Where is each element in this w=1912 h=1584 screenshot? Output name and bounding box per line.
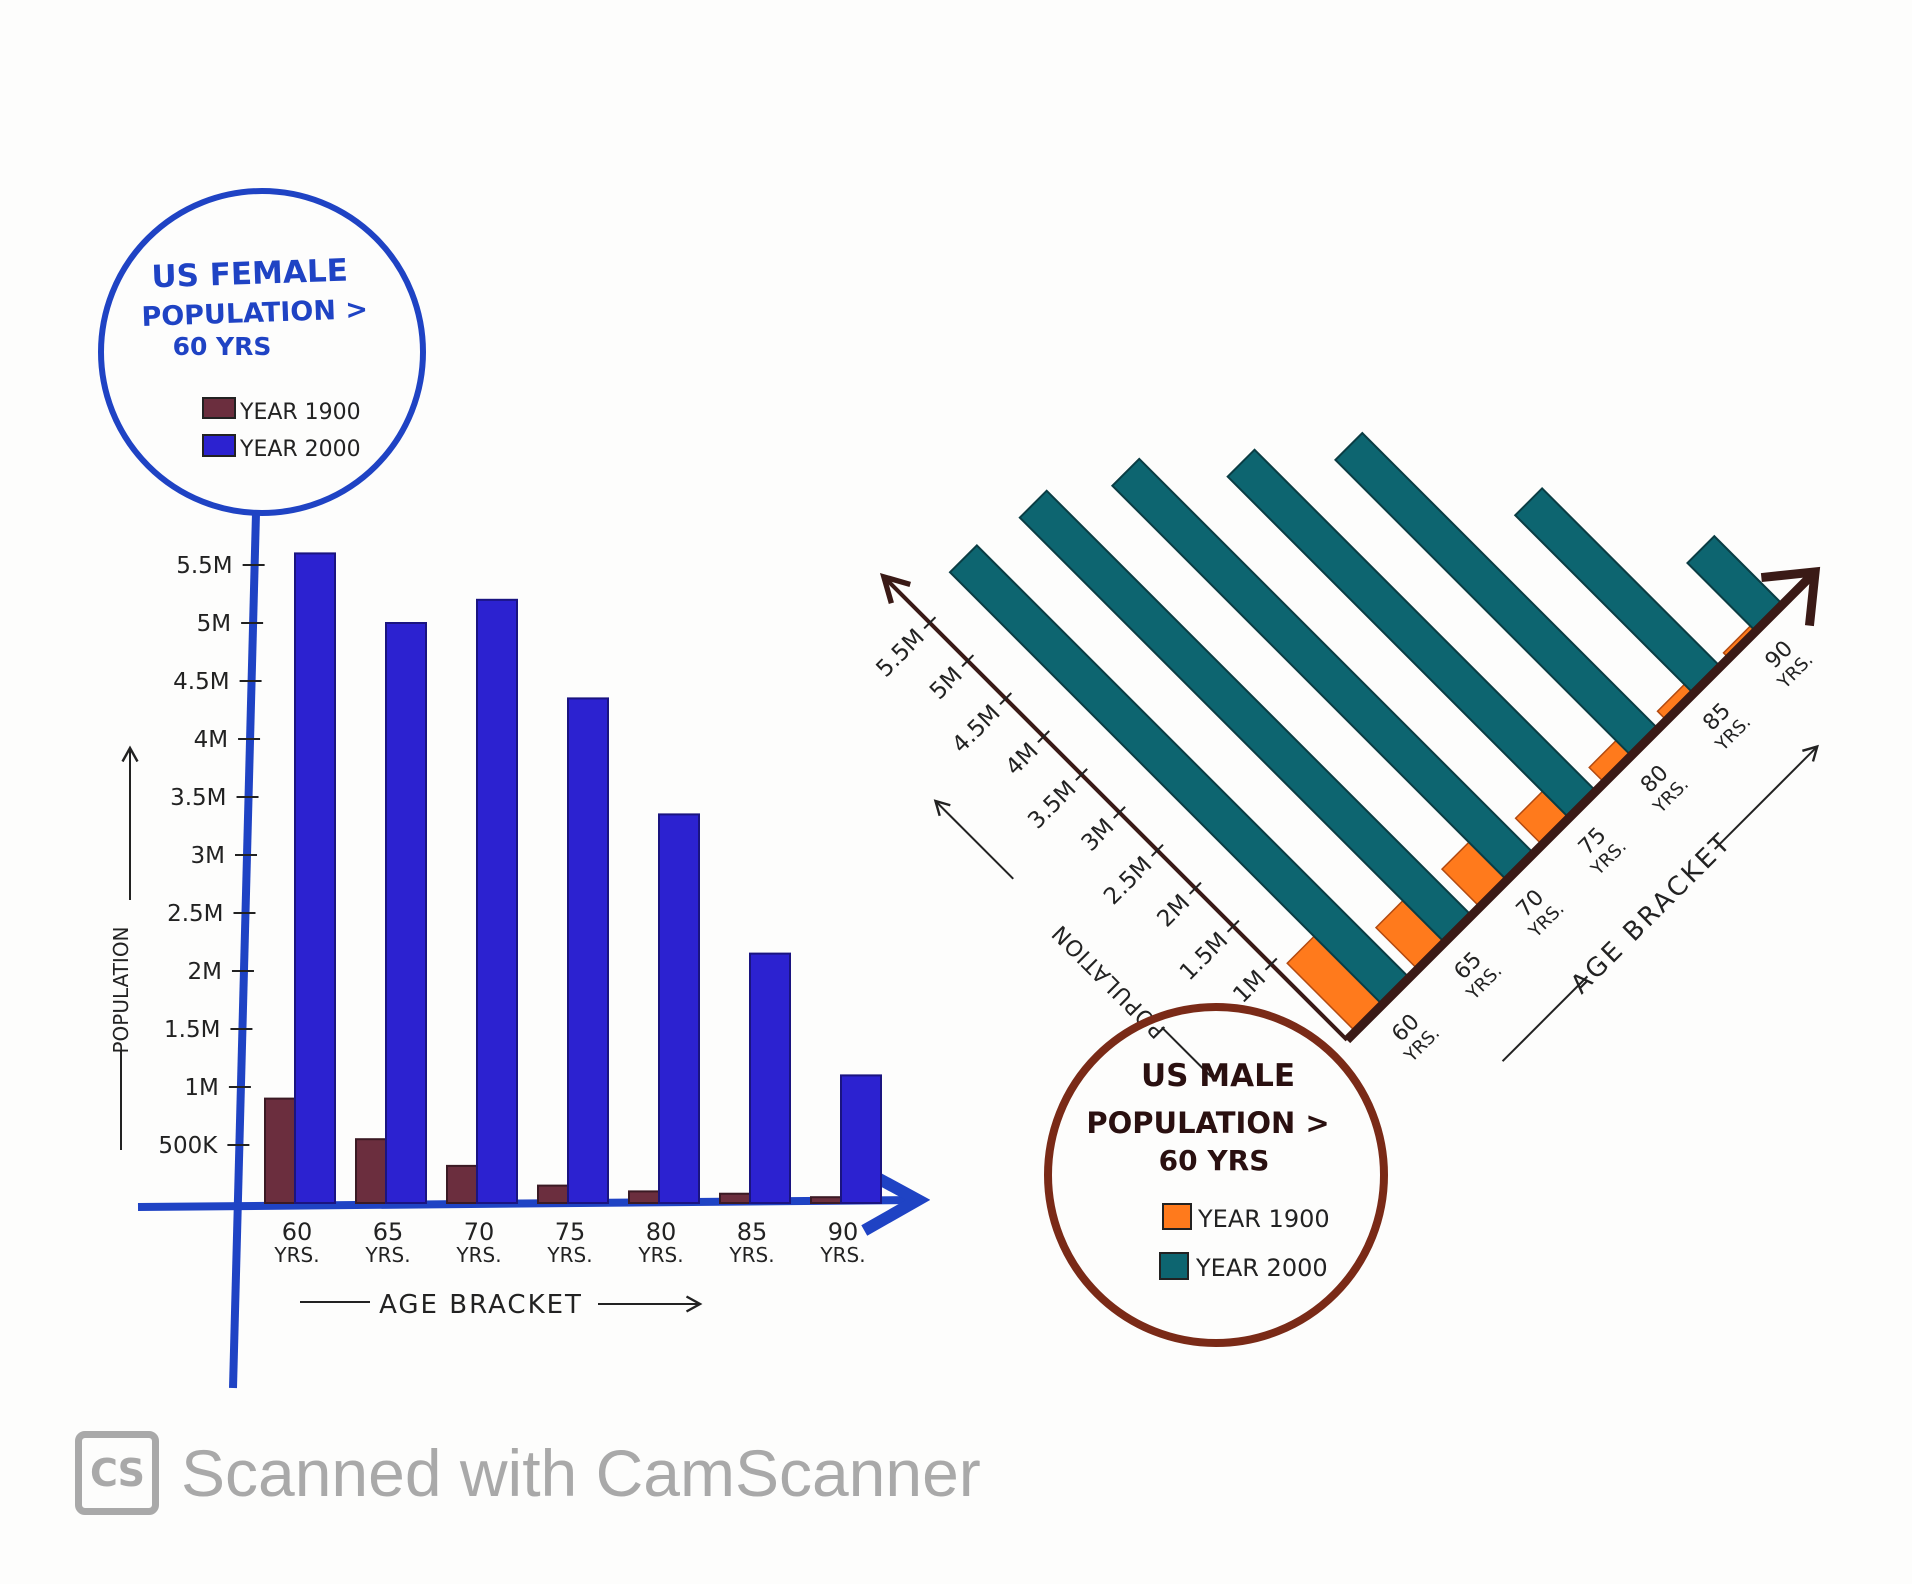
female-x-tick-unit: YRS. xyxy=(273,1243,319,1267)
female-x-tick-unit: YRS. xyxy=(728,1243,774,1267)
female-title-line-3: 60 YRS xyxy=(173,332,272,361)
male-y-tick-label: 2M xyxy=(1153,890,1196,933)
female-y-tick-label: 1.5M xyxy=(164,1017,220,1043)
male-y-tick-mark xyxy=(1075,768,1088,781)
camscanner-logo-icon: CS xyxy=(75,1431,159,1515)
male-y-tick-label: 2.5M xyxy=(1099,852,1157,910)
female-ylabel: POPULATION xyxy=(109,926,133,1053)
male-y-tick-label: 5M xyxy=(925,662,968,705)
male-ylabel-tail xyxy=(1161,1026,1212,1078)
female-bar-1900 xyxy=(719,1192,751,1204)
male-legend-swatch-2000 xyxy=(1159,1252,1189,1280)
female-x-tick-number: 60 xyxy=(282,1218,313,1246)
male-legend-label-1900: YEAR 1900 xyxy=(1197,1205,1330,1233)
male-bars xyxy=(948,431,1784,1033)
camscanner-watermark: CS Scanned with CamScanner xyxy=(75,1430,981,1516)
female-bar-1900 xyxy=(264,1097,296,1204)
male-ylabel-arrow xyxy=(933,799,1014,880)
male-bar-2000 xyxy=(1018,489,1473,944)
male-y-tick-mark xyxy=(1188,881,1202,895)
male-y-tick-label: 4M xyxy=(1001,738,1044,781)
female-bar-1900 xyxy=(446,1164,478,1205)
female-bar-1900 xyxy=(355,1138,387,1204)
male-xlabel-arrow xyxy=(1713,744,1819,850)
male-y-tick-label: 3.5M xyxy=(1023,776,1081,834)
male-y-tick-mark xyxy=(1151,844,1164,857)
female-legend-label-2000: YEAR 2000 xyxy=(239,437,361,462)
female-x-tick-number: 65 xyxy=(373,1218,404,1246)
male-ylabel: POPULATION xyxy=(1047,919,1171,1043)
female-y-tick-label: 500K xyxy=(158,1133,218,1159)
female-bar-1900 xyxy=(628,1190,660,1205)
male-y-tick-label: 4.5M xyxy=(947,700,1005,758)
female-x-tick-number: 70 xyxy=(464,1218,495,1246)
female-title-line-1: US FEMALE xyxy=(151,253,349,296)
male-y-tick-label: 1.5M xyxy=(1175,928,1233,986)
male-title-line-1: US MALE xyxy=(1141,1058,1295,1094)
female-y-tick-label: 5.5M xyxy=(176,553,232,579)
male-y-tick-mark xyxy=(1264,957,1278,971)
female-x-tick-unit: YRS. xyxy=(637,1243,683,1267)
female-y-tick-label: 3.5M xyxy=(170,785,226,811)
female-x-tick-number: 80 xyxy=(646,1218,677,1246)
male-y-axis xyxy=(884,577,1349,1042)
female-legend-swatch-2000 xyxy=(202,434,236,457)
male-y-tick-label: 1M xyxy=(1228,966,1271,1009)
male-x-axis-arrowhead xyxy=(1760,566,1821,627)
female-x-tick-number: 90 xyxy=(828,1218,859,1246)
female-xlabel: AGE BRACKET xyxy=(379,1290,583,1320)
male-y-tick-mark xyxy=(923,616,937,630)
female-title-circle xyxy=(98,188,426,516)
female-y-axis xyxy=(229,512,260,1389)
male-legend-swatch-1900 xyxy=(1162,1203,1192,1230)
female-bar-2000 xyxy=(840,1074,882,1205)
male-title-line-2: POPULATION > xyxy=(1086,1106,1329,1140)
female-bar-2000 xyxy=(658,813,700,1205)
male-xlabel-tail xyxy=(1501,975,1589,1062)
female-x-ticks: 60YRS.65YRS.70YRS.75YRS.80YRS.85YRS.90YR… xyxy=(273,1218,865,1267)
female-y-tick-label: 3M xyxy=(191,843,225,869)
female-y-tick-label: 5M xyxy=(197,611,231,637)
male-y-tick-mark xyxy=(999,692,1013,706)
female-chart: US FEMALE POPULATION > 60 YRS YEAR 1900 … xyxy=(98,188,918,1389)
female-x-tick-unit: YRS. xyxy=(364,1243,410,1267)
female-legend-swatch-1900 xyxy=(202,397,236,419)
female-x-axis xyxy=(137,1200,918,1207)
camscanner-text: Scanned with CamScanner xyxy=(181,1436,981,1510)
female-x-tick-number: 75 xyxy=(555,1218,586,1246)
female-x-tick-unit: YRS. xyxy=(819,1243,865,1267)
female-y-tick-label: 4M xyxy=(194,727,228,753)
male-y-tick-label: 3M xyxy=(1077,814,1120,857)
female-x-tick-number: 85 xyxy=(737,1218,768,1246)
male-title-line-3: 60 YRS xyxy=(1159,1144,1270,1177)
female-bar-2000 xyxy=(294,552,336,1204)
female-y-ticks: 500K 1M 1.5M 2M 2.5M 3M 3.5M 4M 4.5M 5M 5.5M xyxy=(158,553,265,1159)
female-legend-label-1900: YEAR 1900 xyxy=(239,400,361,425)
male-title-circle xyxy=(1044,1003,1388,1347)
female-y-tick-label: 4.5M xyxy=(173,669,229,695)
female-bar-2000 xyxy=(567,697,609,1205)
female-bar-2000 xyxy=(385,622,427,1204)
female-bar-1900 xyxy=(810,1196,842,1204)
male-legend-label-2000: YEAR 2000 xyxy=(1195,1254,1328,1282)
male-x-axis xyxy=(1343,573,1814,1044)
male-y-tick-mark xyxy=(961,654,975,668)
female-y-tick-label: 2.5M xyxy=(167,901,223,927)
female-title-line-2: POPULATION > xyxy=(141,294,368,333)
female-bar-2000 xyxy=(476,598,518,1204)
female-bar-2000 xyxy=(749,952,791,1204)
male-y-tick-mark xyxy=(1037,730,1050,743)
female-bar-1900 xyxy=(537,1184,569,1204)
female-x-tick-unit: YRS. xyxy=(455,1243,501,1267)
male-y-tick-mark xyxy=(1113,806,1126,819)
female-y-tick-label: 2M xyxy=(187,959,221,985)
male-y-tick-label: 5.5M xyxy=(872,624,930,682)
female-bars xyxy=(264,552,882,1205)
female-x-tick-unit: YRS. xyxy=(546,1243,592,1267)
male-y-tick-mark xyxy=(1226,919,1240,933)
female-y-tick-label: 1M xyxy=(184,1075,218,1101)
